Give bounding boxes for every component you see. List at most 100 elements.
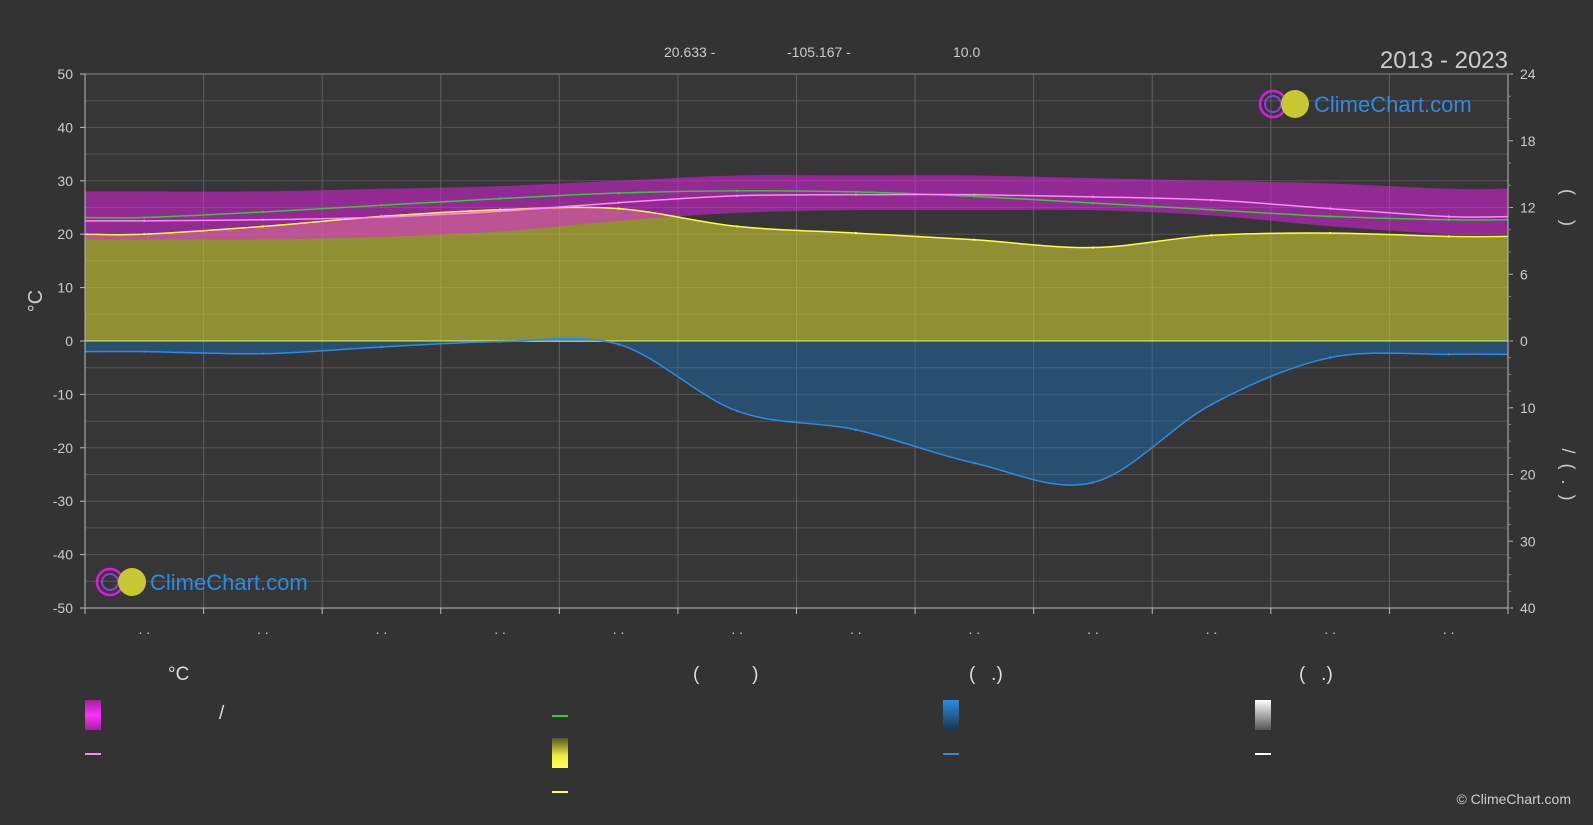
- logo-sun-icon: [118, 568, 146, 596]
- temperature-mean-point: [973, 193, 976, 196]
- copyright: © ClimeChart.com: [1456, 791, 1571, 807]
- precipitation-mean-point: [380, 345, 383, 349]
- left-tick-label: 10: [57, 280, 73, 296]
- right-top-tick-label: 12: [1520, 200, 1536, 216]
- left-tick-label: 0: [65, 333, 73, 349]
- precipitation-mean-point: [736, 409, 739, 413]
- daylight-point: [1091, 201, 1095, 205]
- left-axis-title: °C: [25, 290, 47, 312]
- x-tick-label: . .: [1443, 621, 1455, 637]
- legend-rain-head: ( .): [969, 664, 1003, 685]
- precipitation-mean-point: [1210, 403, 1213, 406]
- axes: 50 40 30 20 10 0 -10 -20 -30 -40 -50 °C 24 18 12 6 0 10 20…: [25, 66, 1578, 637]
- temperature-mean-point: [1328, 207, 1332, 210]
- temperature-mean-point: [498, 210, 502, 213]
- elevation-label: 10.0: [953, 44, 980, 60]
- right-bottom-tick-label: 20: [1520, 467, 1536, 483]
- data-bands: [85, 175, 1508, 486]
- legend-snow-mean-swatch: [1255, 753, 1271, 755]
- precipitation-mean-point: [261, 352, 265, 355]
- x-tick-label: . .: [376, 621, 388, 637]
- daylight-point: [1328, 215, 1332, 218]
- legend-rain-swatch: [943, 700, 959, 730]
- precipitation-mean-point: [1447, 353, 1450, 356]
- legend-sunshine-swatch: [552, 738, 568, 768]
- daylight-point: [498, 197, 502, 200]
- precipitation-mean-point: [498, 340, 502, 343]
- legend-sunshine-mean-swatch: [552, 791, 568, 793]
- legend-snow-swatch: [1255, 700, 1271, 730]
- x-tick-label: . .: [850, 621, 862, 637]
- left-tick-label: 40: [57, 119, 73, 135]
- temperature-mean-point: [1447, 215, 1450, 218]
- temperature-range-band: [85, 175, 1508, 240]
- right-top-tick-label: 18: [1520, 133, 1536, 149]
- logo-sun-icon: [1281, 90, 1309, 118]
- right-bottom-axis-title: / ( . ): [1558, 449, 1578, 501]
- sunshine-mean-line: [84, 206, 1509, 249]
- left-tick-label: 20: [57, 226, 73, 242]
- precipitation-area: [85, 338, 1508, 486]
- daylight-point: [380, 204, 383, 207]
- temperature-mean-point: [736, 194, 739, 197]
- left-tick-label: -30: [53, 493, 73, 509]
- x-tick-label: . .: [1087, 621, 1099, 637]
- legend-temp-sep: /: [219, 703, 225, 724]
- daylight-point: [973, 195, 976, 198]
- temperature-mean-point: [143, 219, 146, 223]
- x-tick-label: . .: [613, 621, 625, 637]
- precipitation-mean-point: [1091, 481, 1095, 484]
- x-tick-label: . .: [731, 621, 743, 637]
- x-tick-label: . .: [969, 621, 981, 637]
- x-tick-label: . .: [257, 621, 269, 637]
- brand-text-top: ClimeChart.com: [1314, 92, 1472, 117]
- latitude-label: 20.633 -: [664, 44, 716, 60]
- brand-text-bottom: ClimeChart.com: [150, 570, 308, 595]
- legend-sun-head: ( ): [693, 664, 759, 685]
- left-tick-label: 50: [57, 66, 73, 82]
- right-top-tick-label: 0: [1520, 333, 1528, 349]
- sunshine-mean-point: [617, 207, 620, 210]
- right-top-axis-title: ( ): [1558, 189, 1578, 226]
- data-lines: [84, 189, 1509, 486]
- sunshine-mean-point: [1210, 234, 1213, 237]
- daylight-line: [84, 190, 1509, 221]
- right-top-tick-label: 24: [1520, 66, 1536, 82]
- temperature-mean-point: [1091, 195, 1095, 199]
- brand-logo-top: ClimeChart.com: [1258, 89, 1472, 119]
- precipitation-mean-point: [854, 428, 857, 431]
- legend-snow-head: ( .): [1299, 664, 1333, 685]
- temperature-mean-point: [261, 218, 265, 221]
- right-bottom-tick-label: 30: [1520, 533, 1536, 549]
- temperature-mean-point: [380, 215, 383, 219]
- legend-temp-head: °C: [168, 664, 190, 685]
- x-tick-label: . .: [138, 621, 150, 637]
- legend-temp-range-swatch: [85, 700, 101, 730]
- daylight-point: [854, 190, 857, 194]
- temperature-mean-point: [617, 201, 620, 204]
- temperature-mean-point: [1210, 198, 1213, 202]
- sunshine-mean-point: [143, 233, 146, 236]
- precipitation-mean-point: [143, 350, 146, 353]
- sunshine-mean-point: [1328, 231, 1332, 235]
- legend-daylight-swatch: [552, 715, 568, 717]
- right-bottom-tick-label: 40: [1520, 600, 1536, 616]
- right-top-tick-label: 6: [1520, 266, 1528, 282]
- sunshine-mean-point: [854, 231, 857, 235]
- x-tick-label: . .: [1324, 621, 1336, 637]
- left-tick-label: -50: [53, 600, 73, 616]
- daylight-point: [261, 210, 265, 214]
- temperature-mean-point: [854, 193, 857, 196]
- sunshine-mean-point: [973, 238, 976, 241]
- daylight-point: [736, 189, 739, 193]
- daylight-point: [1210, 208, 1213, 211]
- sunshine-mean-point: [261, 225, 265, 228]
- x-tick-label: . .: [1206, 621, 1218, 637]
- daylight-point: [1447, 218, 1450, 221]
- precipitation-mean-point: [1328, 356, 1332, 359]
- right-bottom-tick-label: 10: [1520, 400, 1536, 416]
- precipitation-mean-line: [84, 337, 1509, 486]
- precipitation-mean-point: [617, 343, 620, 346]
- brand-logo-bottom: ClimeChart.com: [95, 567, 308, 597]
